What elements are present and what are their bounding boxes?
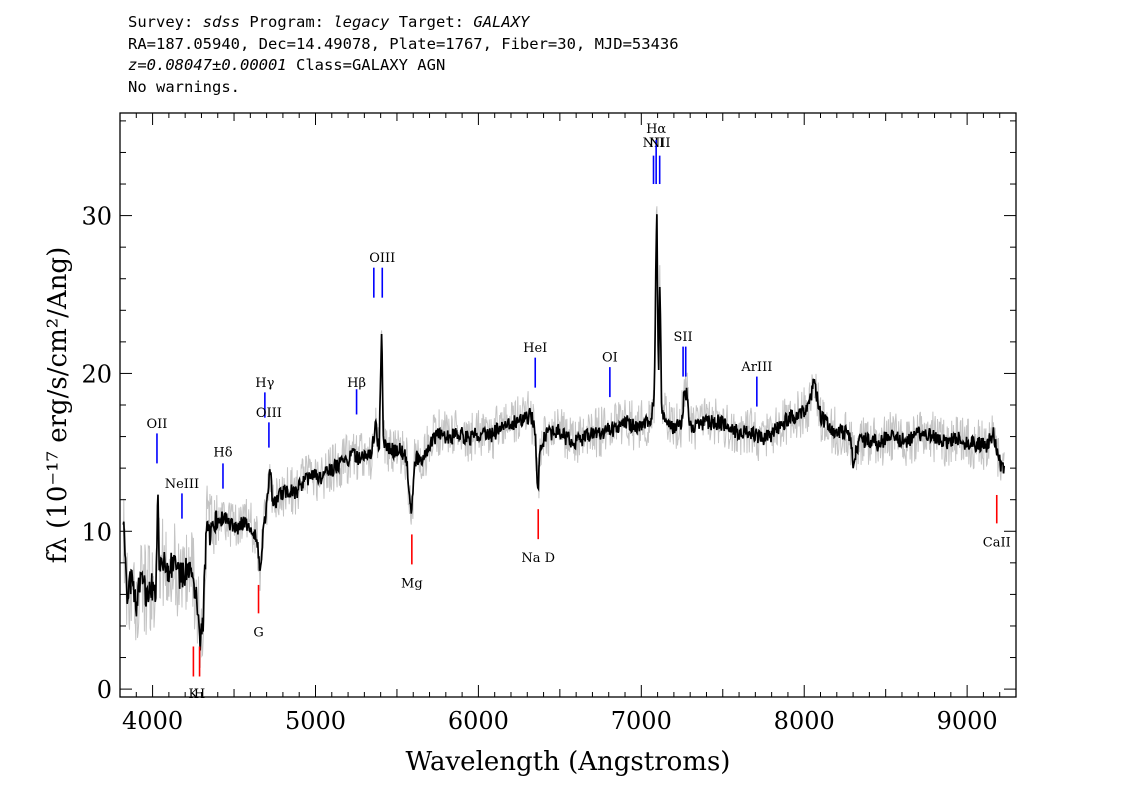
line-label-7: OIII: [369, 251, 395, 266]
line-label-2: Hδ: [213, 445, 232, 460]
line-label-19: Mg: [401, 576, 423, 591]
x-tick-label-0: 4000: [122, 707, 183, 735]
header-line-coords: RA=187.05940, Dec=14.49078, Plate=1767, …: [128, 34, 679, 53]
survey-value: sdss: [202, 13, 240, 31]
header-line-redshift: z=0.08047±0.00001 Class=GALAXY AGN: [128, 55, 679, 77]
target-value: GALAXY: [473, 13, 530, 31]
x-tick-label-4: 8000: [774, 707, 835, 735]
axis-ticks: 4000 5000 6000 7000 8000 9000 0 10 20 30: [81, 113, 1017, 735]
line-label-8: HeI: [523, 341, 547, 356]
line-label-5: Hβ: [347, 376, 366, 391]
header-line-survey: Survey: sdss Program: legacy Target: GAL…: [128, 12, 679, 34]
line-label-4: OIII: [256, 406, 282, 421]
line-label-12: NII: [649, 136, 671, 151]
line-label-1: NeIII: [165, 477, 199, 492]
x-tick-label-1: 5000: [285, 707, 346, 735]
line-label-11: Hα: [646, 122, 666, 137]
line-label-10: NII: [643, 136, 665, 151]
line-label-17: H: [194, 687, 205, 702]
line-label-18: G: [253, 625, 263, 640]
y-tick-label-2: 20: [81, 360, 112, 388]
program-value: legacy: [333, 13, 390, 31]
program-label: Program:: [249, 13, 324, 31]
line-label-13: SII: [673, 330, 692, 345]
line-label-15: ArIII: [740, 360, 772, 375]
header-line-warnings: No warnings.: [128, 77, 240, 96]
y-tick-label-0: 0: [97, 676, 112, 704]
spectrum-model-line: [122, 214, 1006, 651]
survey-label: Survey:: [128, 13, 194, 31]
line-label-0: OII: [146, 417, 167, 432]
y-tick-label-3: 30: [81, 203, 112, 231]
x-tick-label-2: 6000: [448, 707, 509, 735]
class-value: Class=GALAXY AGN: [295, 56, 446, 74]
spectrum-header: Survey: sdss Program: legacy Target: GAL…: [128, 12, 679, 98]
line-label-21: CaII: [983, 535, 1011, 550]
y-axis-label: fλ (10⁻¹⁷ erg/s/cm²/Ang): [43, 247, 73, 563]
x-tick-label-3: 7000: [611, 707, 672, 735]
plot-frame: [119, 112, 1017, 698]
redshift-value: z=0.08047±0.00001: [128, 56, 287, 74]
spectrum-layer: [122, 206, 1006, 668]
line-label-9: OI: [602, 351, 618, 366]
y-tick-label-1: 10: [81, 518, 112, 546]
x-axis-label: Wavelength (Angstroms): [406, 747, 731, 777]
x-tick-label-5: 9000: [937, 707, 998, 735]
target-label: Target:: [398, 13, 465, 31]
line-label-20: Na D: [521, 551, 555, 566]
line-label-3: Hγ: [255, 376, 274, 391]
line-label-16: K: [189, 687, 199, 702]
